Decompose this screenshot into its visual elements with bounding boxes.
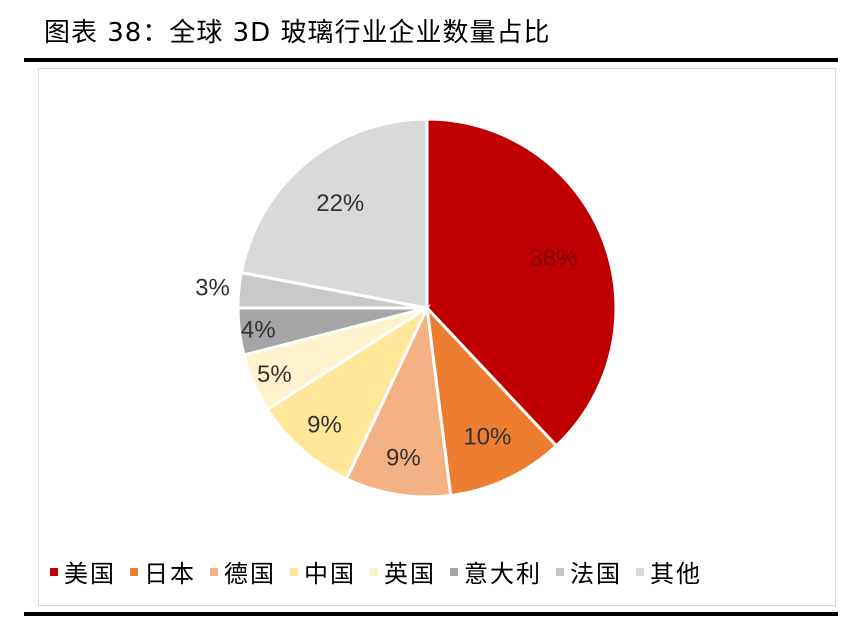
pie-data-label-5: 4% — [241, 316, 276, 343]
legend-label: 英国 — [384, 560, 436, 588]
pie-data-label-4: 5% — [257, 361, 292, 388]
pie-slice-3 — [265, 303, 431, 482]
legend-swatch — [636, 567, 644, 576]
pie-data-label-7: 22% — [316, 190, 364, 217]
legend-label: 其他 — [650, 560, 702, 588]
legend-swatch — [556, 567, 564, 576]
legend-swatch — [130, 567, 138, 576]
title-rule — [24, 58, 838, 62]
legend-swatch — [450, 567, 458, 576]
legend-item-3: 中国 — [290, 554, 356, 589]
legend-item-4: 英国 — [370, 554, 436, 589]
chart-legend: 美国 日本 德国 中国 英国 意大利 法国 其他 — [50, 554, 716, 589]
legend-label: 法国 — [570, 560, 622, 588]
legend-label: 日本 — [144, 560, 196, 588]
pie-slice-0 — [425, 117, 618, 448]
legend-swatch — [370, 567, 378, 576]
pie-data-label-6: 3% — [195, 275, 230, 302]
legend-swatch — [210, 567, 218, 576]
pie-data-label-2: 9% — [386, 444, 421, 471]
legend-item-0: 美国 — [50, 554, 116, 589]
pie-data-label-0: 38% — [530, 245, 578, 272]
legend-swatch — [50, 567, 58, 576]
legend-item-6: 法国 — [556, 554, 622, 589]
legend-item-7: 其他 — [636, 554, 702, 589]
legend-item-5: 意大利 — [450, 554, 542, 589]
legend-label: 美国 — [64, 560, 116, 588]
legend-label: 中国 — [304, 560, 356, 588]
legend-item-2: 德国 — [210, 554, 276, 589]
pie-slice-2 — [344, 302, 453, 499]
legend-label: 德国 — [224, 560, 276, 588]
legend-item-1: 日本 — [130, 554, 196, 589]
chart-title: 图表 38：全球 3D 玻璃行业企业数量占比 — [44, 18, 551, 48]
bottom-rule — [24, 612, 838, 616]
legend-swatch — [290, 567, 298, 576]
legend-label: 意大利 — [464, 560, 542, 588]
pie-slice-1 — [424, 303, 559, 498]
pie-data-label-1: 10% — [463, 423, 511, 450]
pie-data-label-3: 9% — [307, 411, 342, 438]
chart-frame — [38, 68, 836, 606]
pie-slice-7 — [239, 117, 429, 310]
